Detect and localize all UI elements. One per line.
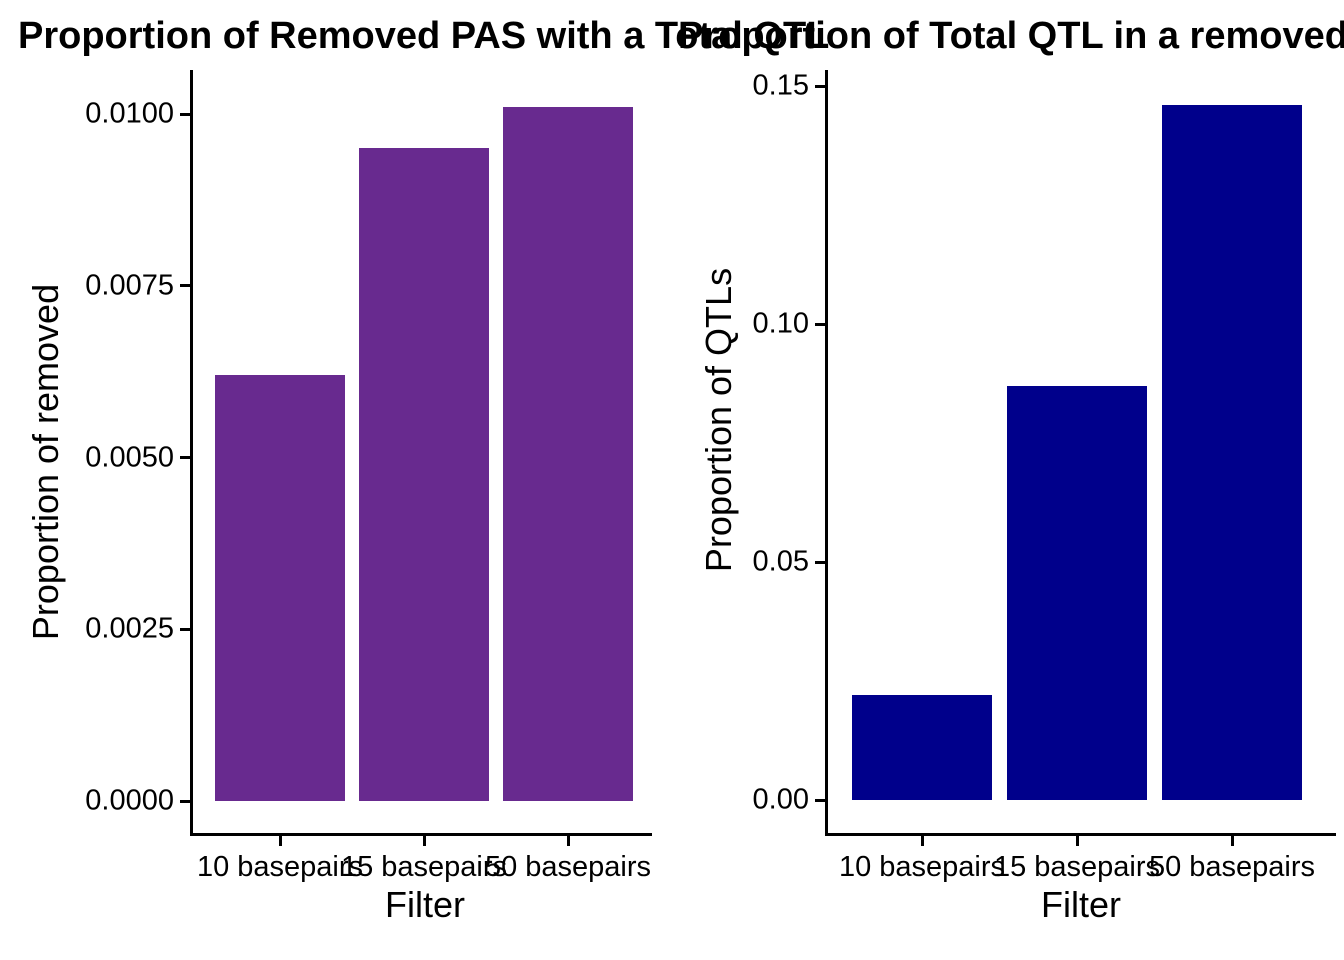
left-y-tick-label: 0.0000 xyxy=(85,784,174,817)
left-bar-15-basepairs xyxy=(359,148,489,801)
left-y-tick-label: 0.0075 xyxy=(85,269,174,302)
right-y-axis-title: Proportion of QTLs xyxy=(698,267,739,573)
right-y-tick xyxy=(815,798,825,802)
left-chart-title: Proportion of Removed PAS with a Total Q… xyxy=(18,15,830,57)
left-y-tick xyxy=(180,799,190,803)
left-y-tick-label: 0.0025 xyxy=(85,612,174,645)
left-bar-50-basepairs xyxy=(503,107,633,801)
right-y-tick xyxy=(815,84,825,88)
right-bar-50-basepairs xyxy=(1162,105,1302,800)
left-x-axis-line xyxy=(190,833,652,836)
right-y-axis-line xyxy=(825,70,828,836)
left-y-axis-title: Proportion of removed xyxy=(25,283,66,641)
left-y-tick xyxy=(180,112,190,116)
left-x-tick xyxy=(422,836,426,846)
left-y-axis-line xyxy=(190,70,193,836)
left-y-tick-label: 0.0050 xyxy=(85,441,174,473)
left-bar-10-basepairs xyxy=(215,375,345,801)
right-x-tick-label: 10 basepairs xyxy=(838,851,1006,883)
left-y-tick xyxy=(180,456,190,459)
right-bar-15-basepairs xyxy=(1007,385,1147,800)
right-y-tick xyxy=(815,322,825,326)
left-y-tick xyxy=(180,284,190,288)
left-x-axis-title: Filter xyxy=(385,884,465,925)
left-y-tick xyxy=(180,627,190,631)
right-y-tick xyxy=(815,560,825,564)
right-x-axis-line xyxy=(825,833,1336,836)
right-y-tick-label: 0.05 xyxy=(752,545,809,578)
left-x-tick-label: 50 basepairs xyxy=(484,851,652,883)
left-x-tick xyxy=(566,836,570,846)
right-x-tick-label: 15 basepairs xyxy=(993,851,1161,883)
left-x-tick-label: 15 basepairs xyxy=(340,851,508,883)
left-x-tick-label: 10 basepairs xyxy=(196,851,364,883)
right-x-tick-label: 50 basepairs xyxy=(1148,851,1316,883)
left-y-tick-label: 0.0100 xyxy=(85,97,174,130)
right-x-axis-title: Filter xyxy=(1041,884,1121,925)
right-bar-10-basepairs xyxy=(852,695,992,800)
right-y-tick-label: 0.10 xyxy=(752,307,809,340)
right-y-tick-label: 0.15 xyxy=(752,69,809,102)
right-chart-title: Proportion of Total QTL in a removed xyxy=(678,15,1344,57)
right-x-tick xyxy=(920,836,924,846)
left-x-tick xyxy=(278,836,282,846)
right-y-tick-label: 0.00 xyxy=(752,783,809,816)
right-x-tick xyxy=(1075,836,1079,846)
right-x-tick xyxy=(1230,836,1234,846)
